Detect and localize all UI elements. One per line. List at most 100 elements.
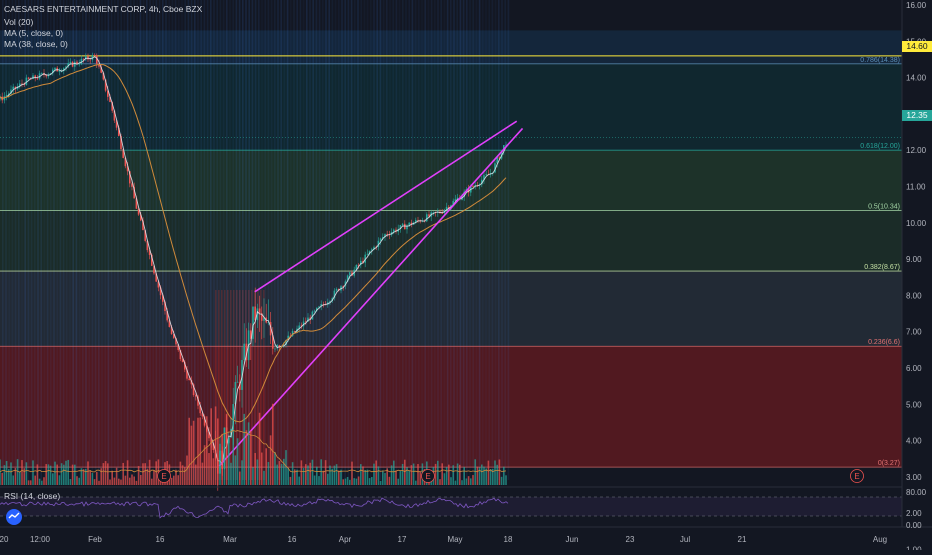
- volume-haze-stripe: [354, 0, 356, 480]
- candle-body: [170, 327, 173, 334]
- candle-body: [65, 66, 67, 69]
- volume-haze-stripe: [462, 0, 465, 480]
- legend-rsi[interactable]: RSI (14, close): [4, 491, 61, 501]
- volume-haze-stripe: [53, 0, 55, 480]
- legend-ma-fast[interactable]: MA (5, close, 0): [4, 28, 64, 38]
- volume-bar: [76, 476, 78, 485]
- volume-bar: [232, 409, 234, 485]
- candle-body: [155, 273, 157, 282]
- volume-bar: [27, 480, 30, 485]
- volume-bar: [151, 478, 153, 485]
- volume-haze-stripe: [107, 0, 110, 480]
- volume-bar: [43, 477, 45, 485]
- volume-bar: [223, 446, 226, 485]
- time-axis-tick: 23: [626, 535, 635, 544]
- volume-haze-stripe: [251, 0, 254, 480]
- volume-bar: [351, 461, 353, 485]
- volume-haze-stripe: [414, 0, 417, 480]
- candle-body: [175, 338, 177, 345]
- volume-bar: [65, 460, 67, 485]
- volume-haze-stripe: [434, 0, 436, 480]
- volume-bar: [388, 476, 391, 485]
- volume-bar: [93, 479, 96, 485]
- volume-bar: [272, 403, 274, 485]
- candle-body: [230, 428, 232, 438]
- volume-bar: [78, 477, 80, 485]
- legend-volume[interactable]: Vol (20): [4, 17, 34, 27]
- time-axis-tick: 20: [0, 535, 9, 544]
- volume-bar: [276, 464, 278, 485]
- volume-bar: [258, 412, 261, 485]
- candle-body: [399, 225, 402, 229]
- volume-bar: [56, 464, 58, 485]
- volume-bar: [487, 460, 490, 485]
- volume-bar: [192, 420, 195, 485]
- volume-bar: [437, 460, 439, 485]
- time-axis-tick: Apr: [339, 535, 352, 544]
- candle-body: [19, 83, 21, 87]
- volume-bar: [498, 459, 501, 485]
- volume-bar: [102, 463, 105, 485]
- candle-body: [267, 322, 270, 323]
- time-axis-tick: Jul: [680, 535, 690, 544]
- candle-body: [272, 335, 274, 349]
- volume-bar: [397, 478, 399, 485]
- volume-bar: [412, 463, 415, 485]
- legend-ma-slow[interactable]: MA (38, close, 0): [4, 39, 68, 49]
- volume-bar: [69, 478, 72, 485]
- candle-body: [168, 320, 171, 328]
- volume-bar: [247, 422, 250, 485]
- volume-bar: [311, 459, 314, 485]
- price-axis-tick: 8.00: [906, 291, 922, 300]
- candle-body: [82, 58, 85, 60]
- candle-body: [164, 301, 166, 312]
- volume-haze-stripe: [206, 0, 209, 480]
- candle-body: [250, 330, 252, 339]
- volume-haze-stripe: [213, 0, 215, 480]
- candle-body: [410, 222, 413, 225]
- volume-bar: [203, 445, 206, 485]
- volume-haze-stripe: [277, 0, 279, 480]
- candle-body: [505, 144, 507, 146]
- volume-bar: [278, 461, 281, 485]
- volume-haze-stripe: [254, 290, 256, 480]
- price-axis-tick: 1.00: [906, 546, 922, 551]
- time-axis-tick: 18: [504, 535, 513, 544]
- price-axis-tick: 7.00: [906, 328, 922, 337]
- volume-bar: [8, 469, 10, 485]
- candle-body: [197, 396, 199, 406]
- volume-bar: [349, 479, 351, 485]
- volume-bar: [467, 476, 470, 485]
- volume-bar: [489, 469, 492, 485]
- volume-haze-stripe: [18, 0, 20, 480]
- volume-haze-stripe: [222, 0, 225, 480]
- rsi-axis-tick: 0.00: [906, 521, 922, 530]
- volume-haze-stripe: [168, 0, 170, 480]
- candle-body: [137, 208, 140, 215]
- volume-bar: [236, 438, 239, 485]
- volume-bar: [390, 465, 393, 485]
- candle-body: [305, 321, 307, 323]
- candle-body: [245, 343, 248, 361]
- candle-body: [21, 83, 23, 85]
- volume-haze-stripe: [200, 0, 202, 480]
- symbol-title[interactable]: CAESARS ENTERTAINMENT CORP, 4h, Cboe BZX: [4, 4, 203, 14]
- candle-body: [166, 311, 168, 321]
- earnings-event-marker: E: [421, 469, 435, 483]
- volume-haze-stripe: [280, 0, 282, 480]
- volume-haze-stripe: [254, 0, 257, 480]
- ma-slow-line: [0, 64, 507, 423]
- fib-level-label: 0.786(14.38): [860, 57, 900, 64]
- time-axis-tick: 21: [738, 535, 747, 544]
- earnings-event-marker: E: [850, 469, 864, 483]
- earnings-event-label: E: [425, 472, 430, 481]
- volume-haze-stripe: [184, 0, 186, 480]
- candle-body: [135, 198, 138, 209]
- volume-bar: [38, 478, 41, 485]
- volume-bar: [126, 460, 129, 485]
- volume-haze-stripe: [299, 0, 302, 480]
- tradingview-logo: [6, 509, 22, 525]
- candle-body: [342, 286, 344, 288]
